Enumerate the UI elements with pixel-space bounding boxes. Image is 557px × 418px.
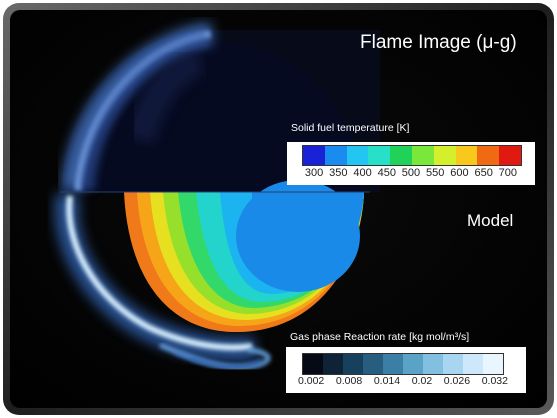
gas-tick-label: 0.026	[443, 375, 471, 387]
solid-colorbar-swatch	[346, 146, 369, 165]
solid-colorbar-swatch	[411, 146, 434, 165]
gas-colorbar	[302, 353, 504, 375]
solid-tick-label: 700	[498, 167, 518, 179]
model-label: Model	[467, 211, 514, 230]
solid-temperature-legend: Solid fuel temperature [K] 300 350 400 450 5…	[287, 120, 535, 185]
solid-tick-label: 500	[401, 167, 421, 179]
solid-colorbar-swatch	[324, 146, 347, 165]
solid-colorbar-ticks: 300 350 400 450 500 550 600 650 700	[302, 167, 520, 179]
gas-colorbar-swatch	[423, 354, 443, 374]
solid-tick-label: 300	[304, 167, 324, 179]
solid-colorbar-swatch	[477, 146, 500, 165]
model-contour-plot	[54, 180, 370, 370]
flame-image-label: Flame Image (μ-g)	[360, 32, 517, 53]
solid-tick-label: 450	[377, 167, 396, 179]
gas-reaction-legend: Gas phase Reaction rate [kg mol/m³/s] 0.…	[286, 331, 526, 393]
solid-legend-body: 300 350 400 450 500 550 600 650 700	[287, 142, 535, 185]
solid-colorbar-swatch	[499, 146, 521, 165]
gas-tick-label: 0.032	[481, 375, 508, 387]
gas-tick-label: 0.002	[298, 375, 325, 387]
gas-tick-label: 0.02	[411, 375, 433, 387]
solid-colorbar-swatch	[303, 146, 325, 165]
solid-tick-label: 600	[450, 167, 469, 179]
solid-colorbar	[302, 145, 522, 166]
gas-legend-body: 0.002 0.008 0.014 0.02 0.026 0.032	[286, 347, 526, 393]
gas-colorbar-ticks: 0.002 0.008 0.014 0.02 0.026 0.032	[298, 375, 508, 387]
gas-colorbar-swatch	[303, 354, 323, 374]
gas-legend-title: Gas phase Reaction rate [kg mol/m³/s]	[290, 331, 470, 343]
solid-tick-label: 350	[329, 167, 348, 179]
solid-tick-label: 400	[353, 167, 372, 179]
solid-legend-title: Solid fuel temperature [K]	[291, 122, 410, 134]
gas-tick-label: 0.014	[373, 375, 401, 387]
gas-colorbar-swatch	[363, 354, 383, 374]
solid-tick-label: 650	[474, 167, 493, 179]
gas-colorbar-swatch	[483, 354, 503, 374]
solid-colorbar-swatch	[455, 146, 478, 165]
gas-colorbar-swatch	[443, 354, 463, 374]
gas-colorbar-swatch	[323, 354, 343, 374]
solid-colorbar-swatch	[433, 146, 456, 165]
gas-colorbar-swatch	[463, 354, 483, 374]
gas-colorbar-swatch	[383, 354, 403, 374]
solid-colorbar-swatch	[390, 146, 412, 165]
gas-colorbar-swatch	[343, 354, 363, 374]
solid-tick-label: 550	[426, 167, 445, 179]
gas-tick-label: 0.008	[335, 375, 363, 387]
gas-colorbar-swatch	[403, 354, 423, 374]
solid-colorbar-swatch	[368, 146, 391, 165]
